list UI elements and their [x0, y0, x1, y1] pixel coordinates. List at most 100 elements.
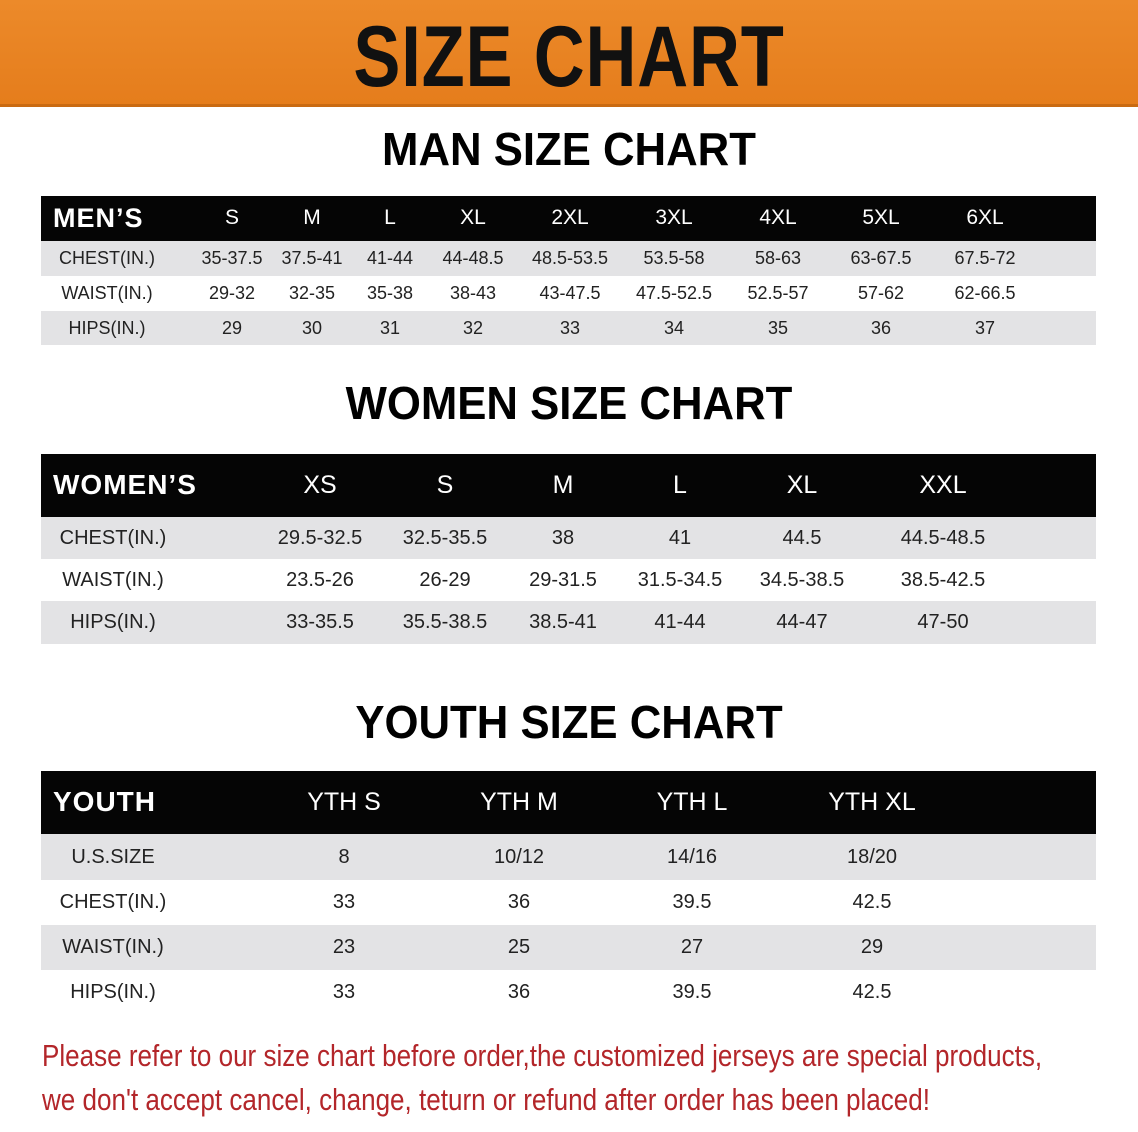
size-header: YTH S — [307, 788, 381, 817]
row-label: WAIST(IN.) — [62, 568, 164, 591]
size-header: 3XL — [655, 206, 693, 230]
table-cell: 18/20 — [846, 845, 898, 868]
table-cell: 38 — [551, 526, 575, 549]
table-cell: 23 — [332, 936, 356, 958]
table-cell: 32.5-35.5 — [402, 526, 488, 549]
row-label: CHEST(IN.) — [59, 526, 167, 549]
table-cell: 43-47.5 — [539, 283, 601, 304]
row-label: HIPS(IN.) — [70, 611, 156, 633]
table-cell: 33 — [332, 981, 356, 1003]
row-label: CHEST(IN.) — [59, 891, 167, 913]
youth-section-title: YOUTH SIZE CHART — [355, 696, 783, 748]
table-row: HIPS(IN.) 29 30 31 32 33 34 35 36 37 — [41, 311, 1096, 345]
size-header: S — [436, 471, 454, 500]
table-cell: 39.5 — [672, 981, 712, 1003]
size-header: XS — [303, 471, 337, 500]
table-cell: 41-44 — [366, 248, 414, 269]
women-section-title: WOMEN SIZE CHART — [345, 377, 793, 429]
table-cell: 58-63 — [754, 248, 802, 269]
table-row: HIPS(IN.) 33 36 39.5 42.5 — [41, 970, 1096, 1015]
table-cell: 57-62 — [857, 283, 905, 304]
table-cell: 35 — [767, 317, 789, 338]
row-label: WAIST(IN.) — [61, 283, 153, 304]
size-header: 4XL — [759, 206, 797, 230]
table-row: CHEST(IN.) 35-37.5 37.5-41 41-44 44-48.5 48.5… — [41, 241, 1096, 276]
women-header-row: WOMEN’S XS S M L XL XXL — [41, 454, 1096, 517]
table-cell: 31 — [379, 317, 401, 338]
table-cell: 34.5-38.5 — [759, 568, 845, 591]
table-cell: 32-35 — [288, 283, 336, 304]
table-cell: 23.5-26 — [286, 568, 354, 591]
table-row: WAIST(IN.) 29-32 32-35 35-38 38-43 43-47.5 47.… — [41, 276, 1096, 311]
size-header: XL — [786, 471, 818, 500]
table-cell: 38.5-42.5 — [900, 568, 986, 591]
size-header: L — [384, 206, 396, 230]
table-cell: 44-47 — [776, 611, 828, 633]
row-label: HIPS(IN.) — [68, 317, 146, 338]
table-cell: 47-50 — [917, 611, 969, 633]
size-header: M — [552, 471, 574, 500]
table-cell: 42.5 — [852, 981, 892, 1003]
table-cell: 29-31.5 — [529, 568, 597, 591]
table-cell: 26-29 — [419, 568, 471, 591]
size-header: XXL — [919, 471, 967, 500]
table-cell: 41 — [668, 526, 692, 549]
size-header: S — [224, 206, 240, 230]
table-cell: 33 — [332, 891, 356, 913]
table-cell: 47.5-52.5 — [635, 283, 713, 304]
table-cell: 35.5-38.5 — [402, 611, 488, 633]
table-cell: 29 — [221, 317, 243, 338]
size-header: M — [303, 206, 321, 230]
table-cell: 62-66.5 — [954, 283, 1016, 304]
size-header: YTH XL — [828, 788, 916, 817]
men-header-row: MEN’S S M L XL 2XL 3XL 4XL 5XL 6XL — [41, 196, 1096, 241]
table-cell: 44-48.5 — [442, 248, 504, 269]
table-cell: 67.5-72 — [954, 248, 1016, 269]
size-header: YTH M — [480, 788, 558, 817]
men-header-label: MEN’S — [53, 202, 144, 233]
table-cell: 44.5-48.5 — [900, 526, 986, 549]
table-cell: 14/16 — [666, 845, 718, 868]
table-cell: 25 — [507, 936, 531, 958]
table-cell: 10/12 — [493, 845, 545, 868]
table-cell: 27 — [680, 936, 704, 958]
table-cell: 29-32 — [208, 283, 256, 304]
row-label: U.S.SIZE — [71, 845, 155, 868]
size-header: 6XL — [966, 206, 1004, 230]
table-cell: 34 — [663, 317, 685, 338]
row-label: WAIST(IN.) — [62, 936, 164, 958]
table-cell: 30 — [301, 317, 323, 338]
row-label: HIPS(IN.) — [70, 981, 156, 1003]
table-cell: 36 — [507, 891, 531, 913]
table-cell: 38.5-41 — [529, 611, 597, 633]
size-header: YTH L — [656, 788, 728, 817]
table-cell: 36 — [870, 317, 892, 338]
size-header: 5XL — [862, 206, 900, 230]
table-cell: 42.5 — [852, 891, 892, 913]
table-cell: 33 — [559, 317, 581, 338]
table-row: WAIST(IN.) 23.5-26 26-29 29-31.5 31.5-34.5 34… — [41, 559, 1096, 601]
table-cell: 29 — [860, 936, 884, 958]
table-cell: 37.5-41 — [281, 248, 343, 269]
table-cell: 63-67.5 — [850, 248, 912, 269]
table-row: HIPS(IN.) 33-35.5 35.5-38.5 38.5-41 41-44 44-… — [41, 601, 1096, 644]
table-cell: 35-37.5 — [201, 248, 263, 269]
size-header: L — [673, 471, 687, 500]
table-row: WAIST(IN.) 23 25 27 29 — [41, 925, 1096, 970]
table-cell: 48.5-53.5 — [531, 248, 609, 269]
size-chart-banner: SIZE CHART — [0, 0, 1138, 107]
table-row: CHEST(IN.) 33 36 39.5 42.5 — [41, 880, 1096, 925]
table-cell: 41-44 — [654, 611, 706, 633]
table-row: U.S.SIZE 8 10/12 14/16 18/20 — [41, 834, 1096, 880]
table-cell: 29.5-32.5 — [277, 526, 363, 549]
table-row: CHEST(IN.) 29.5-32.5 32.5-35.5 38 41 44.5 44.5… — [41, 517, 1096, 559]
table-cell: 33-35.5 — [286, 611, 354, 633]
table-cell: 36 — [507, 981, 531, 1003]
table-cell: 44.5 — [782, 526, 822, 549]
table-cell: 38-43 — [449, 283, 497, 304]
table-cell: 31.5-34.5 — [637, 568, 723, 591]
men-section-title: MAN SIZE CHART — [382, 123, 756, 175]
table-cell: 53.5-58 — [643, 248, 705, 269]
notice-line-1: Please refer to our size chart before or… — [42, 1038, 1043, 1073]
page-title: SIZE CHART — [353, 9, 785, 105]
